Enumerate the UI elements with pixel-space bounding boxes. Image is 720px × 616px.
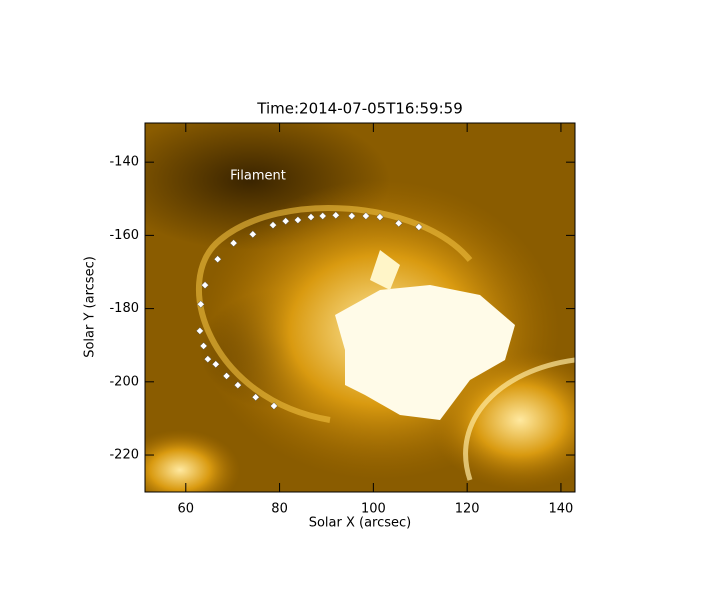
- y-tick-label: -200: [109, 374, 139, 389]
- data-point: [376, 213, 384, 221]
- x-tick-label: 100: [361, 502, 386, 517]
- data-point: [229, 239, 238, 247]
- data-point: [203, 355, 212, 363]
- data-point: [362, 212, 370, 220]
- data-point: [196, 300, 205, 309]
- data-point: [211, 360, 220, 369]
- y-tick-label: -160: [109, 228, 139, 243]
- y-tick-label: -140: [109, 155, 139, 170]
- y-tick-label: -220: [109, 448, 139, 463]
- data-point: [199, 342, 208, 350]
- data-point: [414, 223, 423, 231]
- data-point: [347, 212, 356, 220]
- data-point: [318, 212, 327, 220]
- data-point: [294, 216, 302, 224]
- solar-image: [145, 123, 575, 492]
- data-point: [213, 255, 222, 264]
- x-tick-label: 120: [455, 502, 480, 517]
- data-point: [270, 402, 278, 410]
- data-point: [251, 393, 260, 402]
- annotation: Filament: [230, 169, 286, 184]
- x-tick-label: 80: [271, 502, 288, 517]
- data-point: [307, 213, 315, 221]
- data-point: [248, 230, 257, 239]
- plot-frame: [144, 122, 576, 493]
- data-point: [331, 211, 340, 220]
- data-point: [196, 327, 204, 335]
- data-point: [269, 221, 277, 229]
- data-point: [201, 281, 209, 290]
- data-point: [222, 372, 231, 380]
- data-point: [281, 217, 290, 225]
- y-axis-label: Solar Y (arcsec): [83, 256, 98, 358]
- x-axis-label: Solar X (arcsec): [309, 516, 412, 531]
- data-point: [394, 219, 403, 228]
- data-point: [233, 381, 242, 389]
- x-tick-label: 60: [178, 502, 195, 517]
- y-tick-label: -180: [109, 301, 139, 316]
- chart-title: Time:2014-07-05T16:59:59: [256, 100, 462, 118]
- x-tick-label: 140: [549, 502, 574, 517]
